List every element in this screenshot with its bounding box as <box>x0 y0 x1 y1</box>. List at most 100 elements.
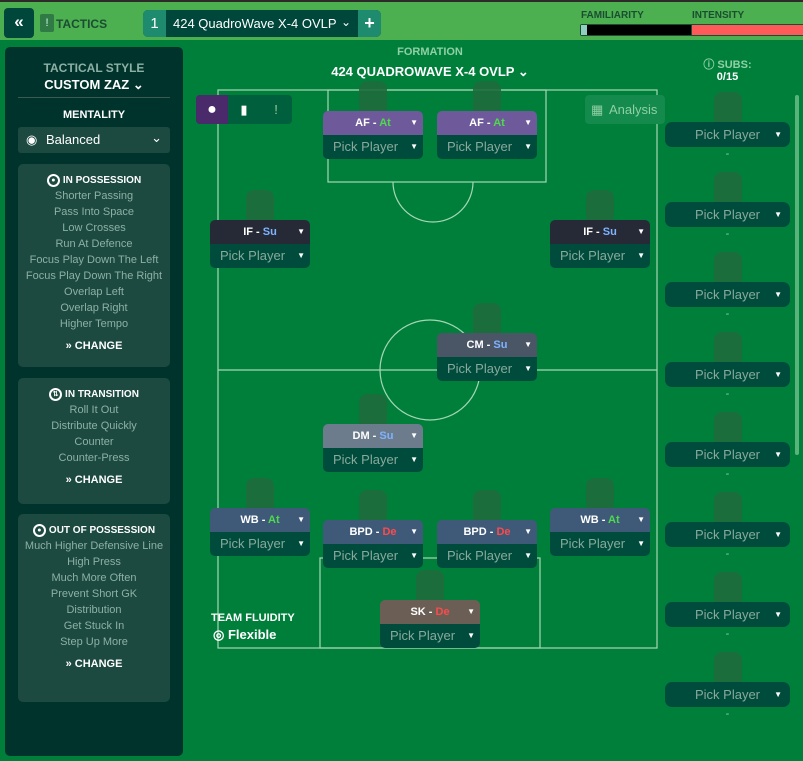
duty: De <box>435 606 450 618</box>
position-code: IF <box>583 226 593 238</box>
dropdown-arrow-icon: ▼ <box>297 539 305 548</box>
pick-player-dropdown[interactable]: Pick Player ▼ <box>210 244 310 268</box>
pick-player-dropdown[interactable]: Pick Player ▼ <box>437 135 537 159</box>
dropdown-arrow-icon: ▼ <box>524 118 532 127</box>
dropdown-arrow-icon: ▼ <box>774 530 782 539</box>
shirt-icon <box>246 478 274 508</box>
pick-player-dropdown[interactable]: Pick Player ▼ <box>665 522 790 547</box>
dropdown-arrow-icon: ▼ <box>410 551 418 560</box>
pick-player-dropdown[interactable]: Pick Player ▼ <box>437 544 537 568</box>
dropdown-arrow-icon: ▼ <box>774 130 782 139</box>
dropdown-arrow-icon: ▼ <box>297 227 305 236</box>
pick-player-dropdown[interactable]: Pick Player ▼ <box>665 362 790 387</box>
pick-player-dropdown[interactable]: Pick Player ▼ <box>323 135 423 159</box>
role-selector[interactable]: BPD - De ▼ <box>323 520 423 544</box>
role-selector[interactable]: WB - At ▼ <box>210 508 310 532</box>
dropdown-arrow-icon: ▼ <box>467 607 475 616</box>
position-code: AF <box>355 117 370 129</box>
pick-player-dropdown[interactable]: Pick Player ▼ <box>665 122 790 147</box>
pick-player-label: Pick Player <box>560 536 626 551</box>
dropdown-arrow-icon: ▼ <box>637 539 645 548</box>
position-code: BPD <box>463 526 487 538</box>
sub-player-name: - <box>725 308 730 320</box>
subs-count: 0/15 <box>716 71 739 83</box>
dropdown-arrow-icon: ▼ <box>637 251 645 260</box>
pick-player-dropdown[interactable]: Pick Player ▼ <box>550 244 650 268</box>
role-selector[interactable]: DM - Su ▼ <box>323 424 423 448</box>
dropdown-arrow-icon: ▼ <box>774 210 782 219</box>
dropdown-arrow-icon: ▼ <box>774 290 782 299</box>
subs-scrollbar[interactable] <box>795 95 799 455</box>
position-slot-cm: CM - Su ▼ Pick Player ▼ <box>437 303 537 381</box>
mentality-value: Balanced <box>46 132 101 147</box>
position-slot-wb: WB - At ▼ Pick Player ▼ <box>210 478 310 556</box>
subs-label: ⓘ SUBS: <box>665 56 790 72</box>
sub-player-name: - <box>725 228 730 240</box>
dropdown-arrow-icon: ▼ <box>524 142 532 151</box>
position-code: WB <box>240 514 259 526</box>
sub-player-name: - <box>725 148 730 160</box>
pick-player-dropdown[interactable]: Pick Player ▼ <box>437 357 537 381</box>
role-selector[interactable]: AF - At ▼ <box>437 111 537 135</box>
dropdown-arrow-icon: ▼ <box>774 690 782 699</box>
position-slot-af: AF - At ▼ Pick Player ▼ <box>437 81 537 159</box>
chart-icon[interactable]: ▮ <box>240 102 248 117</box>
chevron-down-icon[interactable]: ⌄ <box>341 15 352 29</box>
instruction-item: Counter-Press <box>58 452 130 464</box>
dropdown-arrow-icon: ▼ <box>637 515 645 524</box>
role-selector[interactable]: IF - Su ▼ <box>550 220 650 244</box>
role-selector[interactable]: BPD - De ▼ <box>437 520 537 544</box>
change-label: CHANGE <box>74 340 123 352</box>
sub-slot: Pick Player ▼ - <box>665 572 790 640</box>
role-selector[interactable]: AF - At ▼ <box>323 111 423 135</box>
duty: Su <box>493 339 508 351</box>
intensity-meter[interactable] <box>691 24 803 36</box>
pick-player-dropdown[interactable]: Pick Player ▼ <box>665 682 790 707</box>
shirt-icon <box>713 492 742 522</box>
sub-slot: Pick Player ▼ - <box>665 172 790 240</box>
change-button[interactable]: » CHANGE <box>65 340 123 352</box>
pick-player-dropdown[interactable]: Pick Player ▼ <box>550 532 650 556</box>
pick-player-dropdown[interactable]: Pick Player ▼ <box>210 532 310 556</box>
shirt-icon <box>713 572 742 602</box>
tactic-slot-number[interactable]: 1 <box>143 10 166 37</box>
pick-player-dropdown[interactable]: Pick Player ▼ <box>380 624 480 648</box>
team-fluidity-value[interactable]: ◎ Flexible <box>213 627 276 643</box>
pick-player-dropdown[interactable]: Pick Player ▼ <box>665 282 790 307</box>
familiarity-meter[interactable] <box>580 24 701 36</box>
role-selector[interactable]: WB - At ▼ <box>550 508 650 532</box>
formation-selector[interactable]: 424 QUADROWAVE X-4 OVLP ⌄ <box>200 64 660 80</box>
fluidity-text: Flexible <box>227 627 277 642</box>
pick-player-dropdown[interactable]: Pick Player ▼ <box>665 202 790 227</box>
duty: At <box>268 514 280 526</box>
mentality-dropdown[interactable]: ◉ Balanced ⌄ <box>18 127 170 153</box>
card-title: OUT OF POSSESSION <box>48 524 156 536</box>
pick-player-dropdown[interactable]: Pick Player ▼ <box>665 602 790 627</box>
dropdown-arrow-icon: ▼ <box>524 527 532 536</box>
sub-slot: Pick Player ▼ - <box>665 492 790 560</box>
tactical-style-label: TACTICAL STYLE <box>43 61 145 75</box>
change-button[interactable]: » CHANGE <box>65 658 123 670</box>
back-button[interactable]: « <box>4 8 34 38</box>
position-slot-bpd: BPD - De ▼ Pick Player ▼ <box>323 490 423 568</box>
defense-icon: ● <box>32 523 46 537</box>
info-icon[interactable]: ! <box>274 102 278 117</box>
add-tactic-button[interactable]: + <box>358 10 381 37</box>
analysis-button[interactable]: ▦ Analysis <box>585 95 665 124</box>
tactic-name[interactable]: 424 QuadroWave X-4 OVLP <box>173 16 337 31</box>
instruction-item: Overlap Right <box>60 302 128 314</box>
pick-player-label: Pick Player <box>333 548 399 563</box>
role-selector[interactable]: CM - Su ▼ <box>437 333 537 357</box>
player-view-icon[interactable]: ● <box>196 95 228 124</box>
pick-player-dropdown[interactable]: Pick Player ▼ <box>323 544 423 568</box>
pick-player-dropdown[interactable]: Pick Player ▼ <box>323 448 423 472</box>
role-selector[interactable]: SK - De ▼ <box>380 600 480 624</box>
change-label: CHANGE <box>74 658 123 670</box>
tactical-style-value[interactable]: CUSTOM ZAZ ⌄ <box>5 77 183 93</box>
role-selector[interactable]: IF - Su ▼ <box>210 220 310 244</box>
tactic-selector[interactable]: 1 424 QuadroWave X-4 OVLP ⌄ + <box>143 10 381 37</box>
pick-player-dropdown[interactable]: Pick Player ▼ <box>665 442 790 467</box>
in-possession-card: ● IN POSSESSION Shorter Passing Pass Into … <box>18 164 170 367</box>
intensity-fill <box>692 25 803 35</box>
change-button[interactable]: » CHANGE <box>65 474 123 486</box>
